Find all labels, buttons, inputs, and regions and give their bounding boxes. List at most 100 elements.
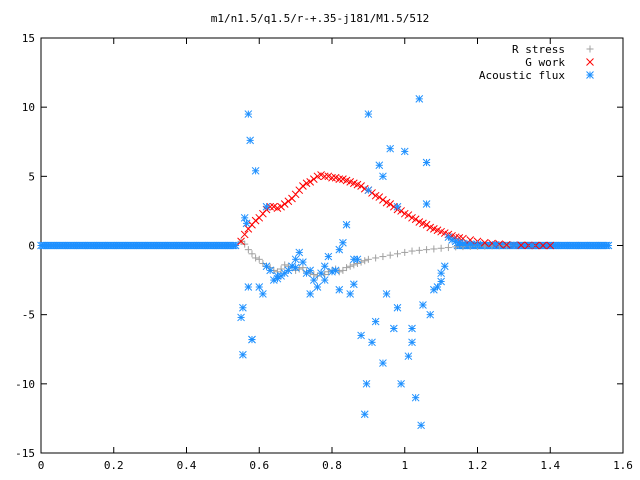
series-point — [244, 246, 252, 254]
x-tick-label: 0.4 — [177, 459, 197, 472]
series-point — [309, 175, 318, 183]
series-point — [528, 241, 536, 250]
series-point — [375, 161, 384, 170]
series-point — [313, 283, 322, 291]
series-point — [248, 250, 256, 258]
series-point — [393, 250, 401, 258]
series-point — [255, 283, 264, 291]
series-point — [252, 254, 260, 262]
series-point — [480, 238, 489, 247]
series-point — [415, 95, 424, 103]
series-point — [306, 290, 315, 298]
y-tick-label: 10 — [22, 101, 35, 114]
series-point — [411, 215, 420, 224]
series-point — [320, 172, 329, 181]
series-point — [459, 239, 467, 248]
series-point — [448, 236, 456, 244]
series-point — [335, 245, 344, 254]
series-point — [361, 257, 369, 265]
baseline-point — [231, 241, 240, 250]
series-point — [437, 269, 445, 278]
series-point — [242, 219, 251, 228]
series-point — [259, 259, 267, 267]
series-point — [417, 421, 425, 430]
series-point — [379, 359, 387, 367]
series-point — [357, 331, 365, 340]
y-tick-label: 0 — [28, 240, 35, 253]
series-point — [415, 246, 423, 254]
x-tick-label: 1 — [401, 459, 408, 472]
series-point — [237, 313, 245, 322]
series-point — [379, 195, 387, 204]
series-point — [320, 262, 329, 271]
series-point — [360, 410, 369, 419]
series-point — [481, 242, 489, 250]
series-point — [379, 253, 387, 261]
series-point — [408, 338, 416, 347]
series-point — [389, 324, 398, 333]
series-point — [357, 258, 365, 266]
series-point — [259, 290, 267, 298]
series-point — [364, 186, 373, 195]
series-point — [404, 352, 413, 361]
series-point — [346, 262, 354, 270]
series-point — [299, 182, 307, 190]
series-point — [397, 379, 405, 388]
series-point — [517, 241, 526, 250]
series-point — [349, 255, 358, 264]
x-tick-label: 1.4 — [540, 459, 560, 472]
series-point — [306, 266, 315, 275]
series-point — [339, 266, 347, 274]
series-point — [328, 173, 336, 182]
series-point — [386, 251, 394, 259]
series-point — [364, 255, 372, 263]
x-tick-label: 0 — [38, 459, 45, 472]
series-point — [422, 158, 431, 167]
x-tick-label: 0.6 — [249, 459, 269, 472]
series-point — [430, 245, 438, 253]
series-point — [466, 240, 475, 248]
series-point — [502, 240, 511, 249]
series-point — [309, 276, 318, 284]
series-point — [510, 241, 518, 250]
series-point — [437, 277, 445, 286]
series-point — [239, 303, 247, 312]
data-marks — [37, 95, 613, 430]
series-point — [313, 272, 321, 280]
series-point — [237, 237, 245, 246]
series-point — [422, 220, 431, 229]
series-point — [444, 244, 452, 252]
series-point — [426, 310, 435, 319]
series-point — [291, 263, 300, 272]
series-point — [299, 258, 307, 266]
series-point — [246, 136, 255, 145]
series-point — [240, 230, 249, 239]
series-point — [349, 280, 358, 289]
series-point — [317, 269, 325, 278]
series-point — [539, 241, 547, 250]
series-point — [368, 338, 376, 347]
axis-ticks: 0 0.2 0.4 0.6 0.8 1 1.2 1.4 1.6 15 10 5 0 -5 -10 -15 — [15, 32, 633, 472]
series-point — [306, 178, 315, 186]
series-point — [357, 182, 365, 190]
series-point — [335, 175, 344, 183]
series-point — [244, 283, 253, 291]
series-point — [491, 240, 500, 249]
x-tick-label: 0.8 — [322, 459, 342, 472]
series-point — [411, 393, 420, 402]
series-point — [248, 335, 256, 344]
series-point — [342, 220, 351, 229]
series-point — [404, 211, 413, 219]
legend-marker — [586, 71, 594, 79]
series-point — [419, 301, 427, 309]
series-point — [386, 144, 395, 153]
series-point — [423, 246, 431, 254]
series-point — [362, 379, 371, 388]
series-point — [400, 147, 409, 156]
x-tick-label: 1.2 — [468, 459, 488, 472]
series-point — [240, 213, 249, 222]
series-point — [277, 202, 285, 211]
baseline-point — [604, 241, 613, 250]
series-point — [473, 240, 482, 249]
series-point — [401, 248, 409, 256]
